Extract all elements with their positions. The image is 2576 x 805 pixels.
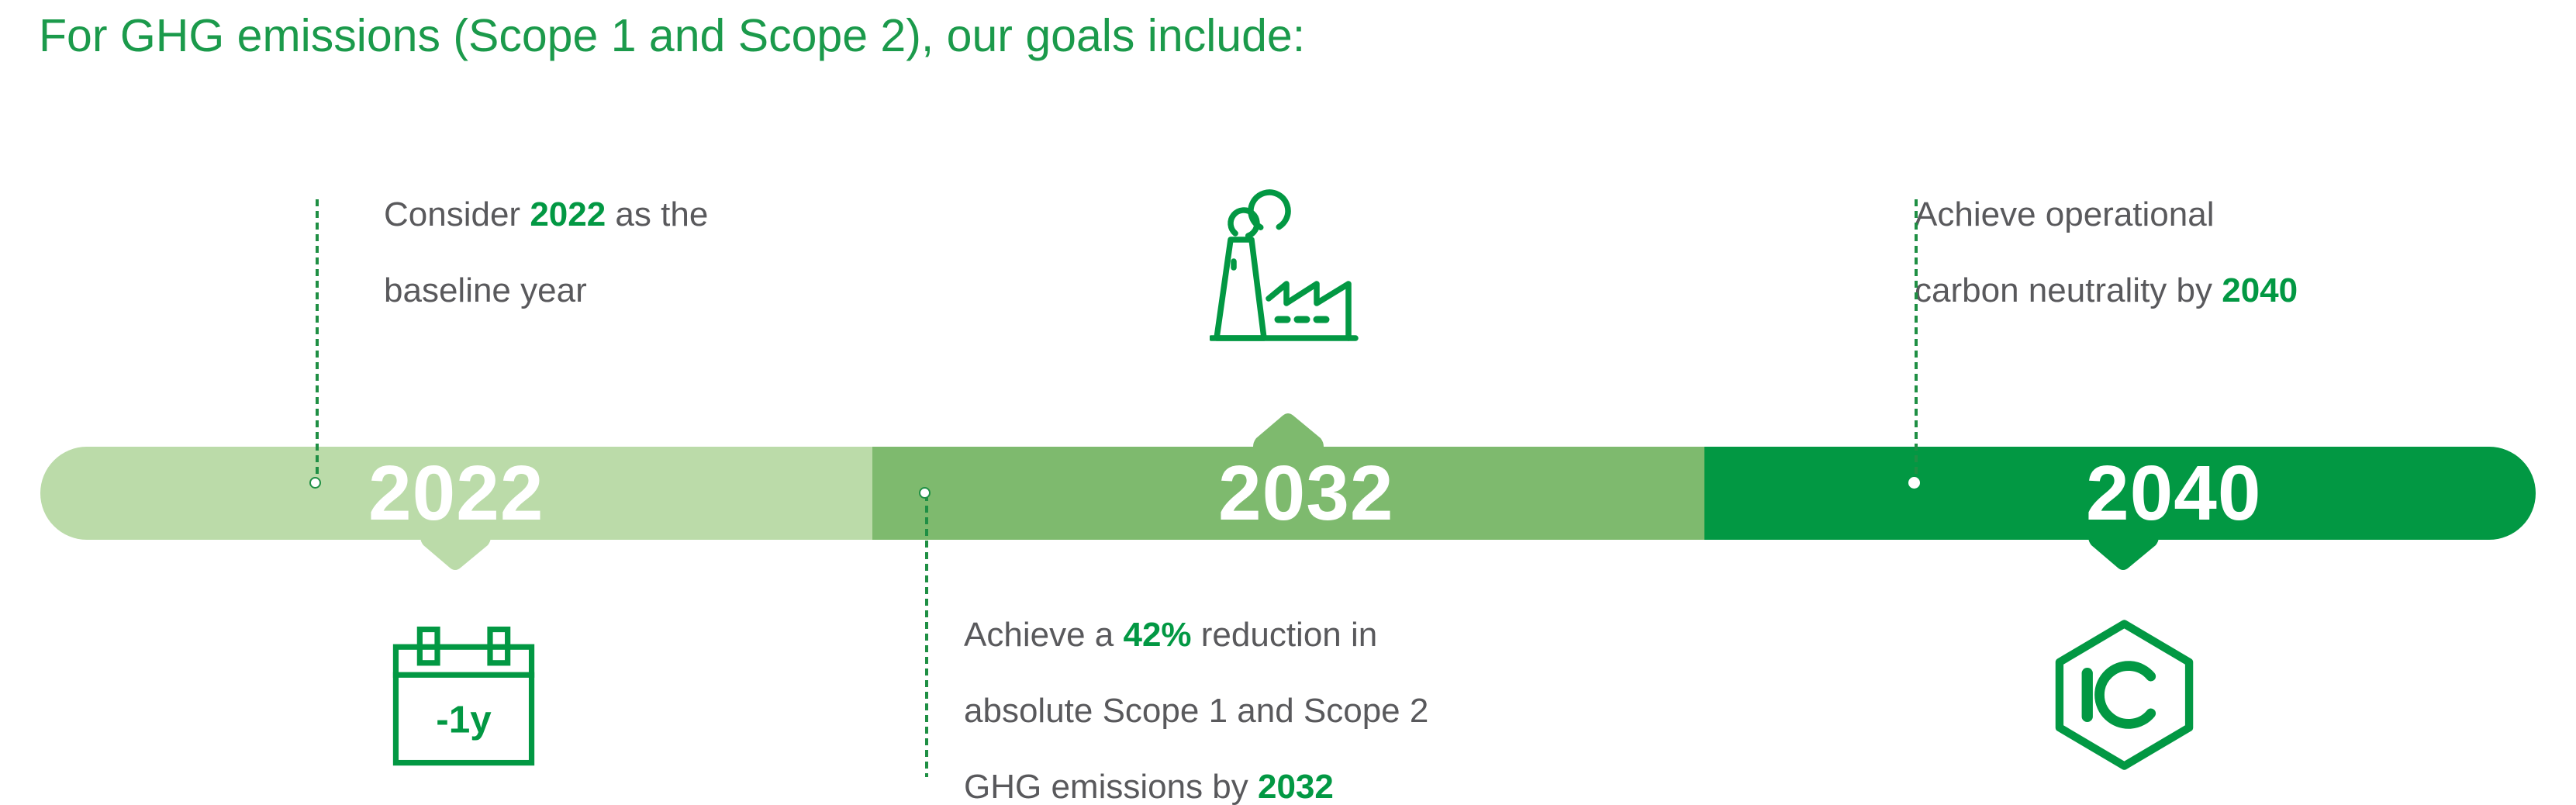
svg-text:-1y: -1y	[436, 698, 492, 741]
